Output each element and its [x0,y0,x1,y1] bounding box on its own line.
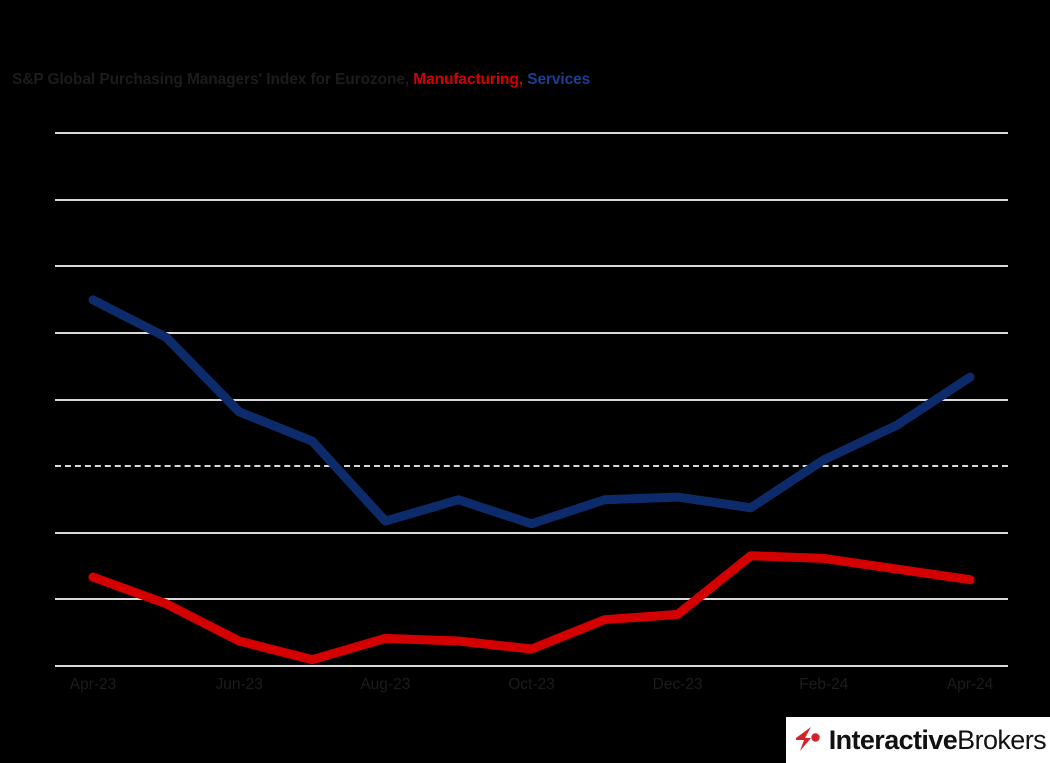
x-tick-label: Oct-23 [508,676,555,693]
brand-logo: InteractiveBrokers [785,717,1050,763]
gridline [55,265,1008,268]
legend-label-manufacturing: Manufacturing, [413,71,523,88]
gridline [55,331,1008,334]
plot-area [55,132,1008,667]
gridline [55,132,1008,134]
x-tick-label: Aug-23 [360,676,411,693]
chart-title-main: S&P Global Purchasing Managers' Index fo… [12,71,414,88]
brand-name-regular: Brokers [957,725,1046,755]
gridline [55,531,1008,534]
gridline [55,198,1008,201]
gridline [55,598,1008,601]
gridline [55,398,1008,401]
brand-logo-text: InteractiveBrokers [828,725,1047,755]
legend-label-services: Services [527,71,591,88]
x-tick-label: Apr-24 [946,676,994,693]
x-axis-labels: Apr-23 Jun-23 Aug-23 Oct-23 Dec-23 Feb-24 Apr-… [55,676,1008,702]
reference-gridline-50 [55,465,1008,468]
x-tick-label: Dec-23 [652,676,703,693]
gridline [55,665,1008,667]
series-line-services [88,295,975,529]
series-line-manufacturing [88,551,975,665]
x-tick-label: Apr-23 [69,676,117,693]
series-lines [88,295,975,665]
chart-title: S&P Global Purchasing Managers' Index fo… [12,70,590,90]
x-tick-label: Jun-23 [215,676,263,693]
x-tick-label: Feb-24 [799,676,849,693]
ib-arrow-logo-icon [795,727,820,751]
brand-name-bold: Interactive [828,725,958,755]
